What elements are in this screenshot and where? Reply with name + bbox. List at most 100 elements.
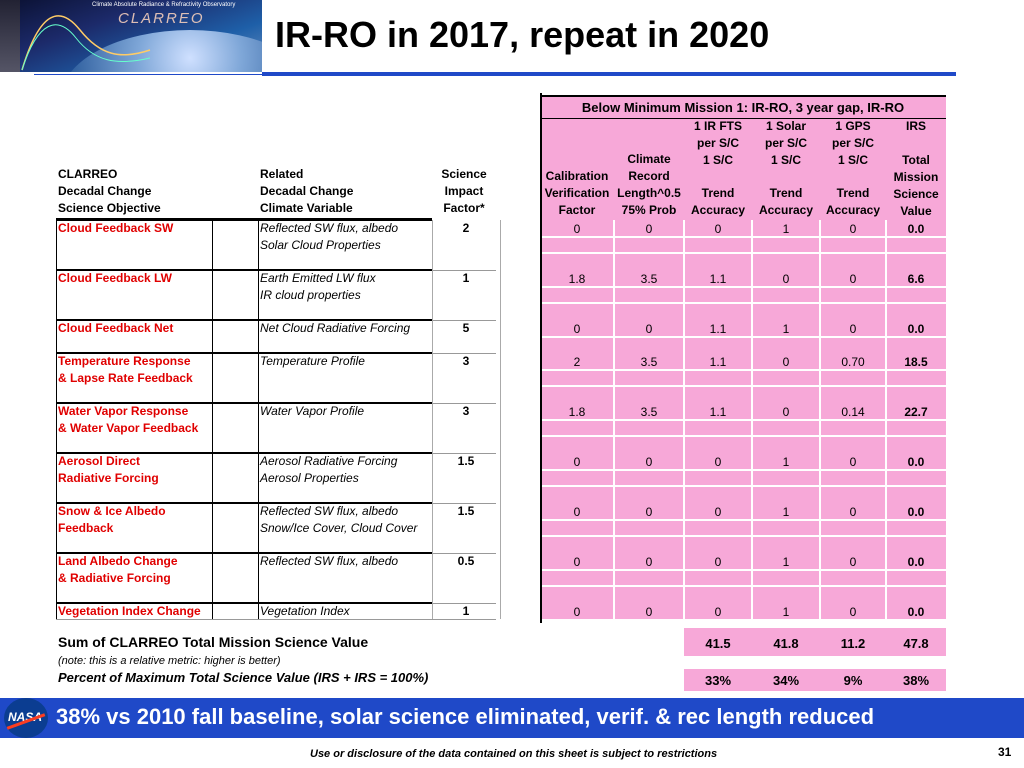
climate-variable: Snow/Ice Cover, Cloud Cover [260,520,418,535]
header-variable-line: Climate Variable [260,201,353,215]
pink-col-divider [819,553,821,603]
value-cell: 0 [782,272,790,286]
objective-column-divider [212,553,213,603]
climate-variable: Temperature Profile [260,354,365,368]
table-left-border [56,353,57,403]
column-header-line: Climate [627,152,671,166]
climate-variable: Vegetation Index [260,604,350,618]
slide-title: IR-RO in 2017, repeat in 2020 [275,14,770,55]
value-cell: 0 [849,505,857,519]
impact-factor: 1 [462,271,470,285]
value-cell: 0 [573,222,581,236]
pink-col-divider [751,320,753,353]
percent-label: Percent of Maximum Total Science Value (… [58,670,429,685]
banner-subtitle: Climate Absolute Radiance & Refractivity… [92,2,236,8]
objective-top-border [56,502,432,504]
table-left-border [56,320,57,353]
impact-factor: 1 [462,604,470,618]
objective-label: Radiative Forcing [58,470,159,485]
header-impact-factor: Science Impact Factor* [434,166,494,217]
objective-top-border [56,319,432,321]
objective-column-divider [212,320,213,353]
column-header-line: Length^0.5 [617,186,681,200]
climate-variable: Reflected SW flux, albedo [260,554,399,568]
climate-variable: Aerosol Properties [260,470,359,485]
column-header-line: Accuracy [825,203,881,217]
column-header-line: 1 S/C [770,153,801,167]
value-cell: 0 [849,222,857,236]
header-impact-line: Science [441,167,487,181]
column-header-line: Calibration [545,169,609,183]
header-objective: CLARREO Decadal Change Science Objective [58,166,161,217]
value-cell: 1.1 [709,405,727,419]
value-cell: 0 [714,605,722,619]
objective-label: & Lapse Rate Feedback [58,370,193,385]
column-header-spacer [820,169,886,185]
objective-bottom-border [56,619,496,620]
objective-label: Feedback [58,520,114,535]
bottom-message-bar [0,698,1024,738]
value-cell: 0 [645,455,653,469]
pink-row-divider [540,252,946,254]
percent-value: 9% [843,673,863,688]
impact-factor: 5 [462,321,470,335]
column-header-line: Factor [558,203,596,217]
variable-column-divider [258,403,259,453]
value-cell: 3.5 [640,355,658,369]
impact-factor: 1.5 [457,504,475,518]
pink-row-divider [540,418,946,421]
column-header-line: Mission [893,170,939,184]
banner-side-strip [0,0,20,72]
column-header-record-length: Climate Record Length^0.5 75% Prob [614,151,684,219]
header-objective-line: CLARREO [58,167,118,181]
pink-col-divider [885,553,887,603]
sum-values-block [684,628,946,656]
value-cell: 0 [573,455,581,469]
pink-col-divider [613,503,615,553]
column-header-line: Accuracy [690,203,746,217]
bottom-message: 38% vs 2010 fall baseline, solar science… [56,704,875,729]
pink-col-divider [683,553,685,603]
value-cell: 0 [573,505,581,519]
objective-column-divider [212,270,213,320]
column-header-gps: 1 GPS per S/C 1 S/C Trend Accuracy [820,118,886,219]
pink-value-block [540,453,946,503]
value-cell: 0 [849,272,857,286]
table-left-border [56,503,57,553]
spacer-column-divider [500,603,501,619]
pink-value-block [540,603,946,619]
value-cell: 0 [714,505,722,519]
pink-col-divider [683,320,685,353]
value-cell: 1 [782,505,790,519]
pink-col-divider [751,270,753,320]
pink-row-divider [540,335,946,338]
pink-col-divider [683,353,685,403]
value-cell: 18.5 [904,355,928,369]
column-header-line: per S/C [831,136,874,150]
header-impact-line: Factor* [443,201,485,215]
pink-col-divider [885,320,887,353]
spacer-column-divider [500,403,501,453]
objective-column-divider [212,353,213,403]
header-objective-line: Decadal Change [58,184,152,198]
value-cell: 0 [849,605,857,619]
pink-row-divider [540,385,946,387]
column-header-line: IRS [905,119,926,133]
nasa-logo-icon: NASA [4,698,48,738]
value-cell: 0 [573,322,581,336]
pink-value-block [540,403,946,453]
objective-label: Snow & Ice Albedo [58,504,166,518]
value-cell: 0.0 [907,605,925,619]
objective-label: Temperature Response [58,354,191,368]
pink-col-divider [751,353,753,403]
pink-col-divider [885,503,887,553]
title-rule [262,72,956,76]
value-cell: 0 [782,355,790,369]
objective-label: Vegetation Index Change [58,604,201,618]
mission-header-block [540,96,946,220]
pink-col-divider [683,270,685,320]
value-cell: 1 [782,605,790,619]
value-cell: 0 [645,605,653,619]
objective-label: Land Albedo Change [58,554,178,568]
pink-col-divider [819,353,821,403]
